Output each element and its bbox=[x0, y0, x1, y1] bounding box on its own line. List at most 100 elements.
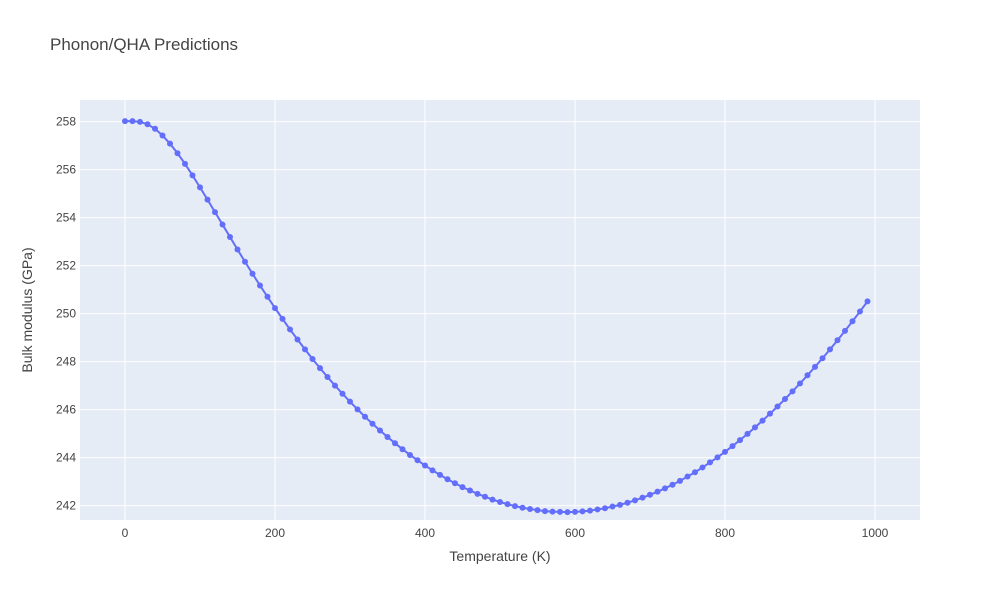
data-point bbox=[782, 396, 788, 403]
data-point bbox=[354, 406, 361, 413]
data-point bbox=[414, 457, 421, 464]
data-point bbox=[692, 469, 698, 476]
data-point bbox=[819, 355, 826, 362]
data-point bbox=[182, 160, 188, 167]
data-point bbox=[167, 140, 173, 147]
x-axis-ticks: 0 200 400 600 800 1000 bbox=[122, 526, 889, 540]
data-point bbox=[482, 493, 488, 500]
data-point bbox=[347, 398, 353, 405]
data-point bbox=[759, 417, 766, 424]
data-point bbox=[444, 476, 451, 483]
data-point bbox=[152, 125, 158, 132]
data-point bbox=[249, 270, 256, 277]
data-point bbox=[737, 437, 743, 444]
x-axis-title: Temperature (K) bbox=[449, 548, 550, 564]
y-tick-label: 246 bbox=[56, 403, 76, 417]
data-point bbox=[624, 499, 631, 506]
data-point bbox=[677, 477, 683, 484]
data-point bbox=[504, 501, 511, 508]
chart-title: Phonon/QHA Predictions bbox=[50, 35, 238, 54]
data-point bbox=[632, 497, 638, 504]
data-point bbox=[602, 505, 608, 512]
data-point bbox=[654, 488, 661, 495]
y-axis-title: Bulk modulus (GPa) bbox=[19, 247, 35, 372]
y-tick-label: 252 bbox=[56, 259, 76, 273]
data-point bbox=[864, 298, 871, 305]
data-point bbox=[834, 337, 841, 344]
series-line bbox=[125, 120, 869, 514]
data-point bbox=[309, 355, 316, 362]
data-point bbox=[497, 499, 503, 505]
y-tick-label: 248 bbox=[56, 355, 76, 369]
data-point bbox=[752, 424, 758, 431]
x-tick-label: 400 bbox=[415, 526, 435, 540]
data-point bbox=[422, 462, 428, 469]
data-point bbox=[294, 336, 301, 343]
data-point bbox=[722, 448, 728, 455]
data-point bbox=[279, 315, 286, 322]
data-point bbox=[564, 509, 571, 516]
data-point bbox=[399, 446, 406, 453]
x-tick-label: 1000 bbox=[862, 526, 889, 540]
data-point bbox=[572, 508, 578, 515]
data-point bbox=[362, 413, 368, 420]
data-point bbox=[467, 487, 473, 494]
data-point bbox=[662, 485, 668, 492]
data-point bbox=[452, 480, 458, 487]
data-point bbox=[197, 184, 203, 191]
data-point bbox=[849, 318, 856, 325]
data-point bbox=[609, 503, 616, 510]
data-point bbox=[489, 496, 496, 503]
x-tick-label: 800 bbox=[715, 526, 735, 540]
data-point bbox=[774, 403, 781, 410]
data-point bbox=[272, 305, 278, 312]
data-point bbox=[369, 420, 376, 427]
data-point bbox=[519, 504, 526, 511]
data-point bbox=[557, 508, 563, 515]
data-point bbox=[159, 132, 166, 139]
data-point bbox=[459, 484, 466, 491]
data-point bbox=[527, 505, 533, 512]
data-point bbox=[242, 258, 248, 265]
data-point bbox=[699, 464, 706, 471]
data-point bbox=[129, 118, 136, 125]
data-point bbox=[587, 507, 593, 514]
data-point bbox=[707, 459, 713, 466]
y-axis-ticks: 242 244 246 248 250 252 254 256 258 bbox=[56, 115, 76, 513]
y-tick-label: 258 bbox=[56, 115, 76, 129]
data-point bbox=[804, 372, 811, 379]
data-point bbox=[549, 508, 556, 515]
plot-background bbox=[80, 100, 920, 520]
y-tick-label: 242 bbox=[56, 499, 76, 513]
data-point bbox=[324, 373, 331, 380]
x-tick-label: 0 bbox=[122, 526, 129, 540]
data-point bbox=[827, 346, 833, 353]
data-point bbox=[594, 506, 601, 513]
data-point bbox=[669, 481, 676, 488]
y-tick-label: 254 bbox=[56, 211, 76, 225]
data-point bbox=[534, 507, 541, 514]
data-point bbox=[257, 282, 263, 289]
data-point bbox=[339, 390, 346, 397]
data-point bbox=[797, 380, 803, 387]
y-tick-label: 256 bbox=[56, 163, 76, 177]
data-point bbox=[729, 443, 736, 450]
data-point bbox=[122, 118, 128, 125]
series-layer bbox=[122, 118, 871, 516]
data-point bbox=[714, 454, 721, 461]
data-point bbox=[842, 327, 848, 334]
data-point bbox=[684, 473, 691, 480]
data-point bbox=[647, 491, 653, 498]
y-tick-label: 244 bbox=[56, 451, 76, 465]
data-point bbox=[332, 382, 338, 389]
data-point bbox=[474, 490, 481, 497]
data-point bbox=[144, 121, 151, 128]
data-point bbox=[437, 471, 443, 478]
grid-lines bbox=[80, 100, 920, 520]
x-tick-label: 200 bbox=[265, 526, 285, 540]
data-point bbox=[512, 503, 518, 510]
data-point bbox=[189, 172, 196, 179]
data-point bbox=[744, 430, 751, 437]
data-point bbox=[219, 221, 226, 228]
